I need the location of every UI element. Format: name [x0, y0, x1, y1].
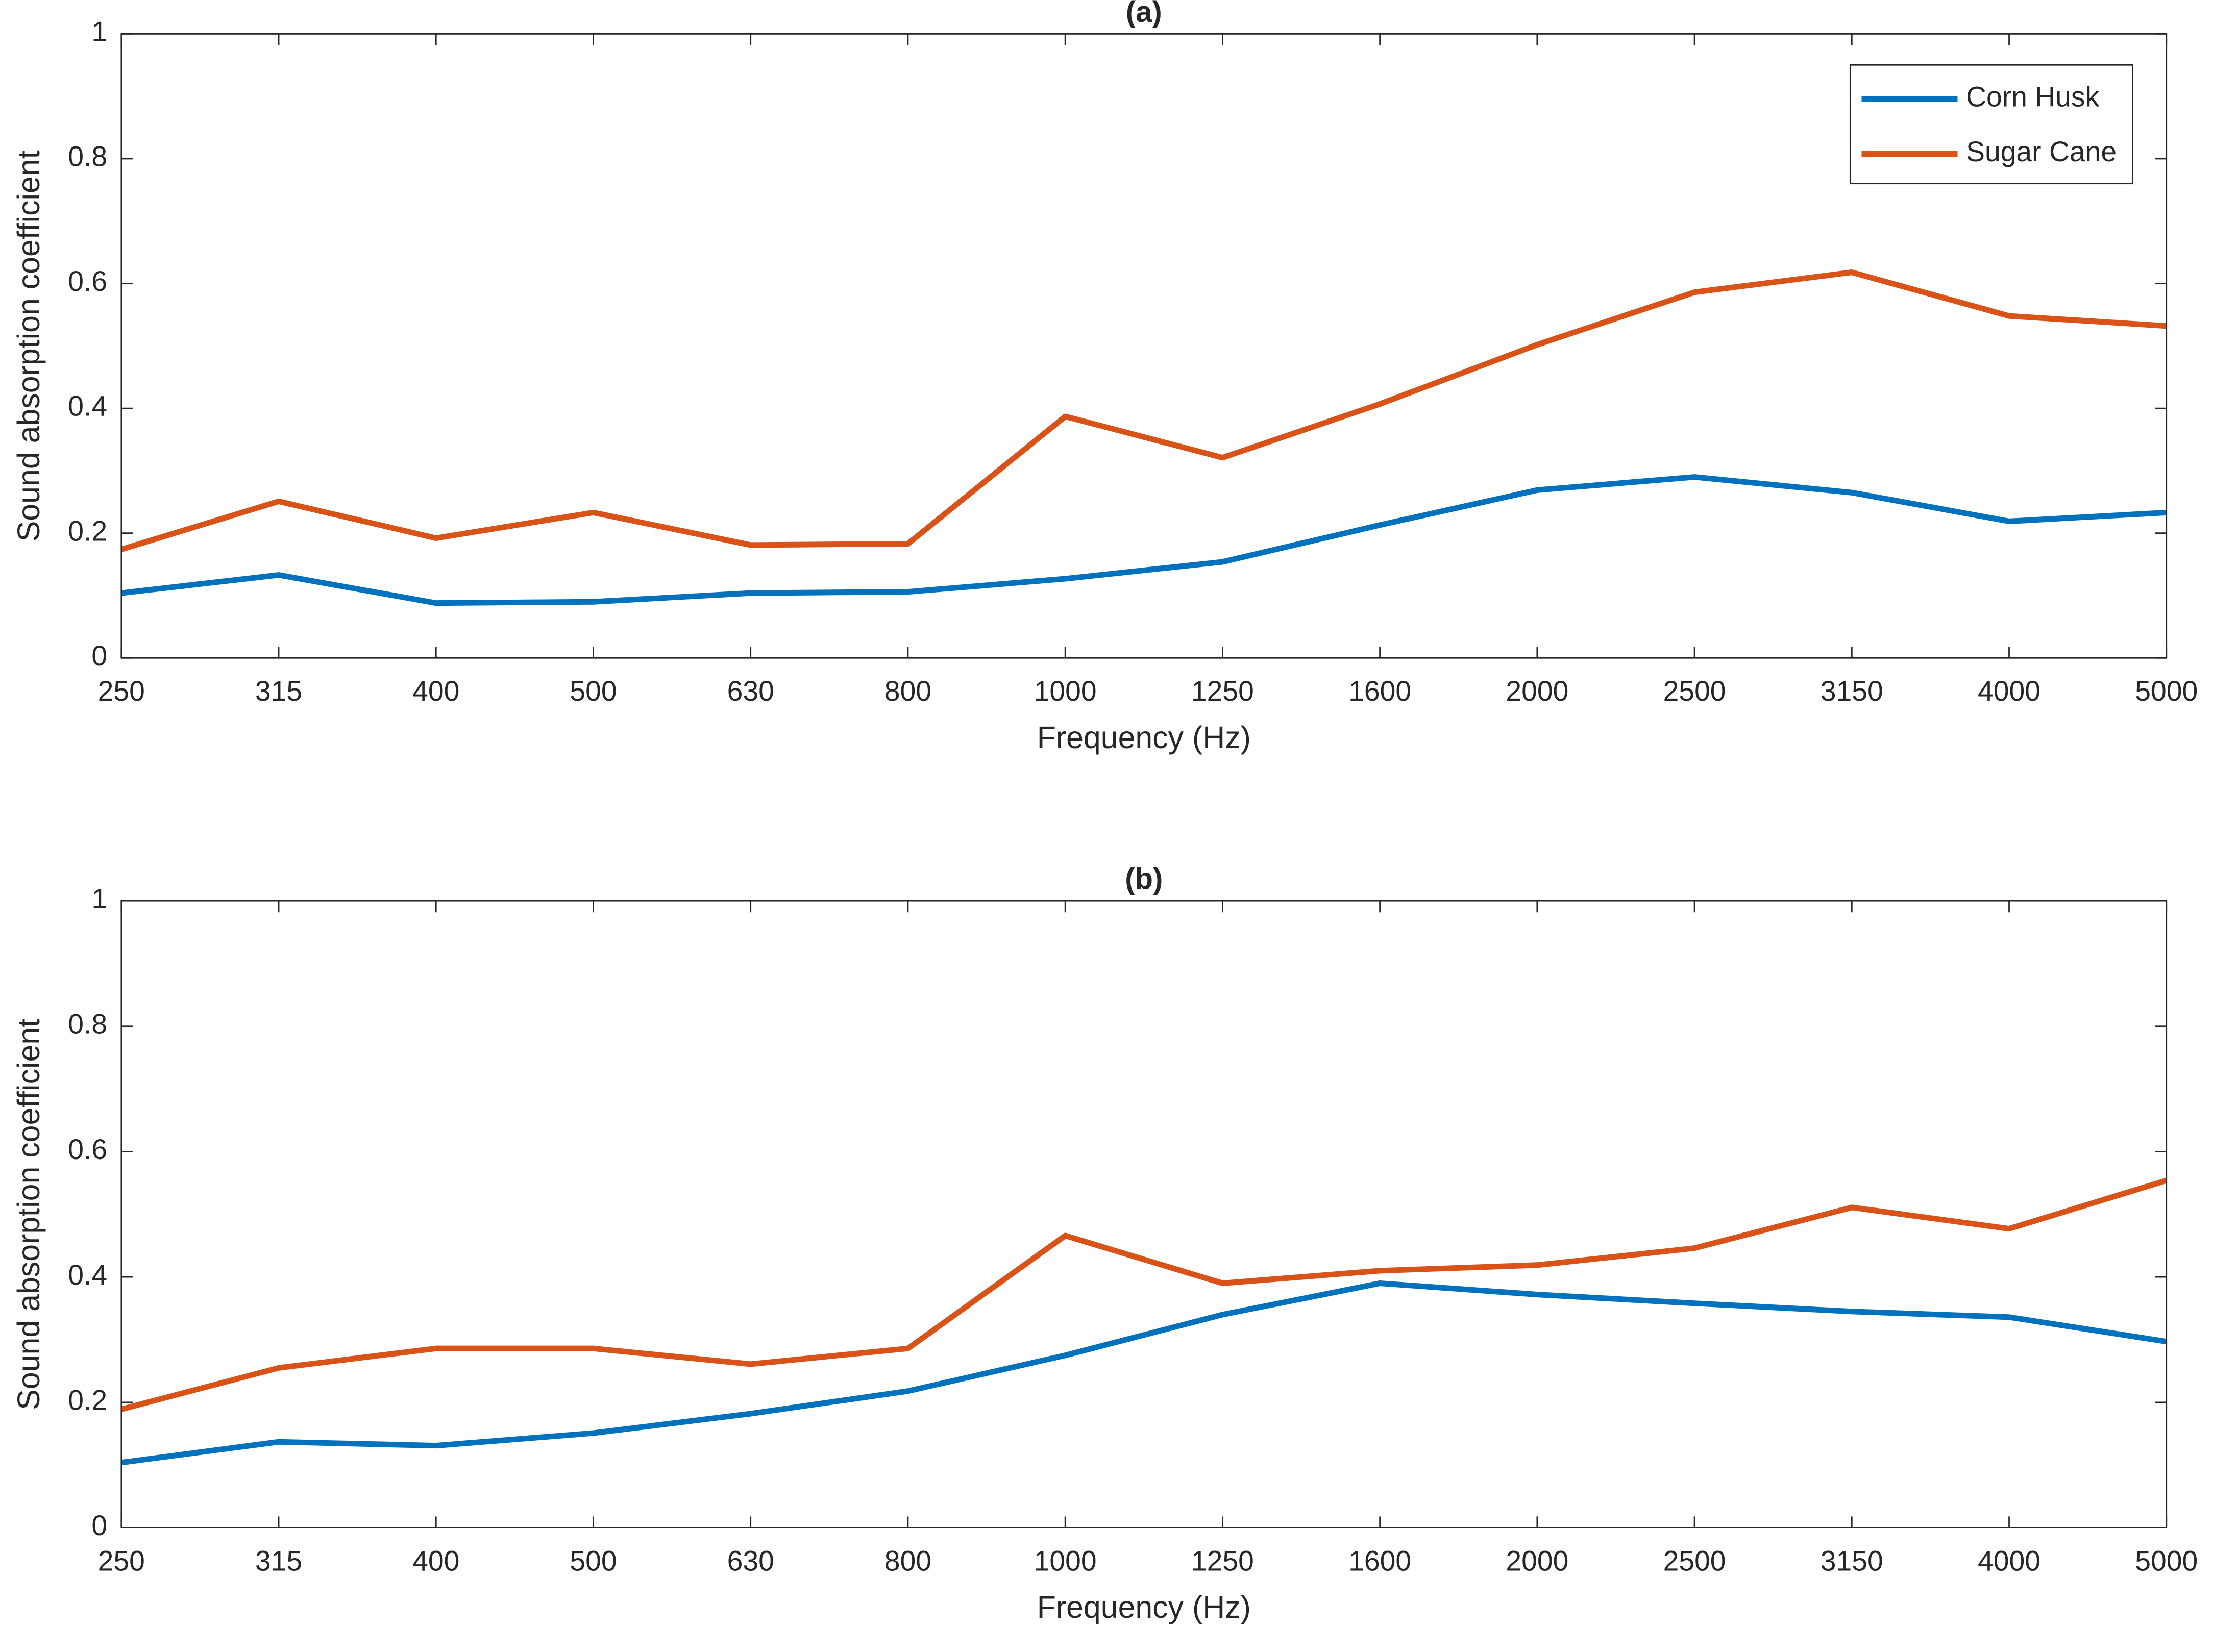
- legend: Corn Husk Sugar Cane: [1849, 64, 2133, 185]
- chart-title: (a): [1126, 0, 1162, 29]
- y-tick-label: 0.6: [68, 1133, 107, 1165]
- legend-label: Corn Husk: [1966, 81, 2099, 112]
- plot-area: [121, 34, 2167, 658]
- x-tick-label: 1600: [1348, 675, 1411, 707]
- x-tick-label: 4000: [1978, 675, 2040, 707]
- x-tick-label: 400: [412, 1545, 459, 1576]
- x-tick-label: 1250: [1191, 675, 1254, 707]
- x-tick-label: 2500: [1663, 1545, 1726, 1576]
- y-tick-label: 1: [91, 883, 107, 915]
- y-tick-label: 0.2: [68, 515, 107, 547]
- y-tick-label: 0: [91, 1510, 107, 1541]
- x-tick-label: 1000: [1034, 1545, 1097, 1576]
- data-line: [121, 474, 2167, 606]
- x-tick-label: 2500: [1663, 675, 1726, 707]
- y-tick-label: 0.8: [68, 141, 107, 172]
- x-tick-label: 400: [412, 675, 459, 707]
- x-axis-label: Frequency (Hz): [1037, 1590, 1251, 1624]
- y-axis-label: Sound absorption coefficient: [11, 150, 46, 541]
- x-tick-label: 4000: [1978, 1545, 2040, 1576]
- y-tick-label: 0.4: [68, 390, 107, 422]
- x-tick-label: 5000: [2135, 675, 2198, 707]
- x-tick-label: 1000: [1034, 675, 1097, 707]
- legend-label: Sugar Cane: [1966, 136, 2117, 167]
- x-tick-label: 2000: [1506, 675, 1568, 707]
- x-tick-label: 315: [255, 1545, 302, 1576]
- x-tick-label: 1250: [1191, 1545, 1254, 1576]
- data-line: [121, 1280, 2167, 1466]
- data-line: [120, 1177, 2168, 1412]
- x-tick-label: 3150: [1821, 1545, 1883, 1576]
- x-tick-label: 5000: [2135, 1545, 2198, 1576]
- x-tick-label: 630: [727, 1545, 774, 1576]
- y-axis-label: Sound absorption coefficient: [11, 1019, 46, 1410]
- data-line: [120, 269, 2167, 552]
- x-tick-label: 250: [98, 675, 145, 707]
- y-tick-label: 0: [91, 640, 107, 672]
- x-tick-label: 800: [884, 1545, 931, 1576]
- chart-title: (b): [1125, 862, 1163, 896]
- y-tick-label: 0.8: [68, 1008, 107, 1040]
- x-tick-label: 500: [570, 1545, 617, 1576]
- x-tick-label: 315: [255, 675, 302, 707]
- y-tick-label: 0.6: [68, 265, 107, 297]
- legend-box: [1849, 64, 2133, 185]
- y-tick-label: 0.2: [68, 1384, 107, 1416]
- x-tick-label: 800: [884, 675, 931, 707]
- x-tick-label: 2000: [1506, 1545, 1568, 1576]
- x-tick-label: 630: [727, 675, 774, 707]
- x-axis-label: Frequency (Hz): [1037, 720, 1251, 755]
- x-tick-label: 500: [570, 675, 617, 707]
- x-tick-label: 3150: [1821, 675, 1883, 707]
- plot-area: [121, 901, 2167, 1528]
- y-tick-label: 0.4: [68, 1259, 107, 1291]
- x-tick-label: 250: [98, 1545, 145, 1576]
- axes-box: [120, 33, 2168, 659]
- axes-box: [120, 900, 2168, 1528]
- x-tick-label: 1600: [1348, 1545, 1411, 1576]
- y-tick-label: 1: [91, 16, 107, 47]
